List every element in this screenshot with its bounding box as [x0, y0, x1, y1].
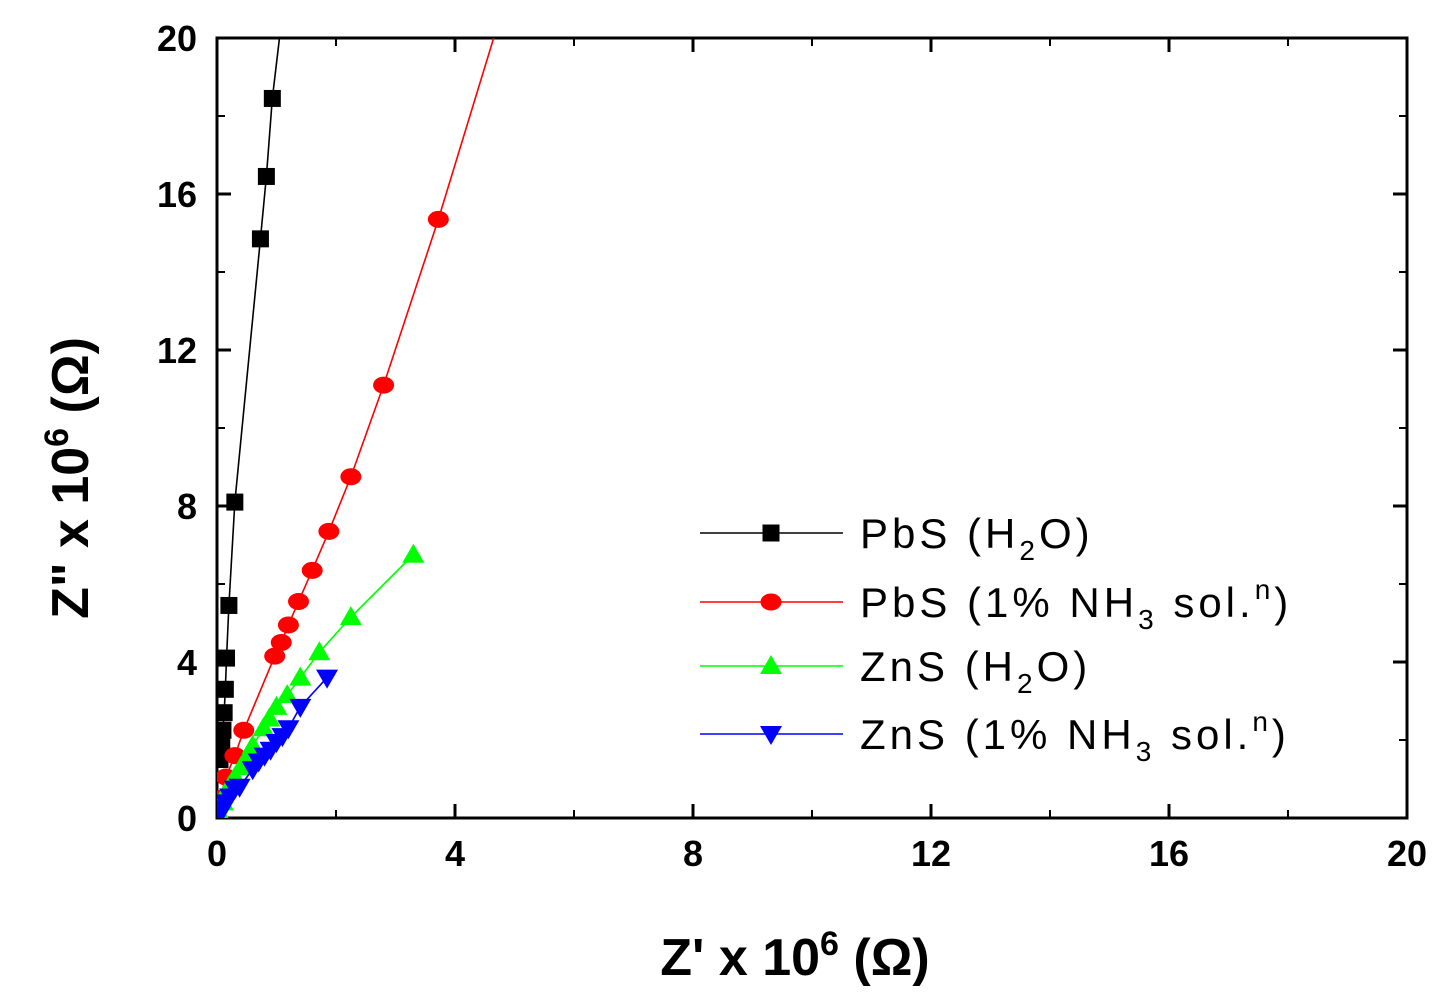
data-point — [217, 751, 229, 768]
series-line — [219, 38, 495, 799]
data-point — [257, 167, 275, 185]
data-point — [251, 230, 269, 248]
data-point — [217, 704, 233, 722]
data-point — [288, 593, 310, 611]
legend-item: PbS (1% NH3 sol.n) — [700, 574, 1292, 635]
data-point — [258, 707, 281, 727]
series-3 — [217, 669, 339, 818]
x-tick-label: 8 — [683, 833, 703, 874]
legend-label: PbS (1% NH3 sol.n) — [860, 574, 1292, 635]
x-tick-label: 0 — [207, 833, 227, 874]
data-point — [340, 468, 362, 486]
legend-marker — [760, 655, 782, 674]
y-tick-label: 8 — [177, 486, 197, 527]
legend-marker — [760, 726, 782, 745]
data-point — [276, 684, 299, 704]
series-1 — [217, 38, 495, 807]
data-point — [277, 616, 299, 634]
legend-marker — [762, 524, 780, 542]
plot-frame — [215, 36, 1409, 820]
plot-series — [217, 38, 495, 818]
x-tick-label: 20 — [1387, 833, 1427, 874]
axis-titles: Z' x 106 (Ω) Z" x 106 (Ω) — [38, 337, 930, 987]
x-axis-title: Z' x 106 (Ω) — [660, 925, 930, 987]
data-point — [277, 720, 300, 740]
data-point — [373, 376, 395, 394]
y-tick-label: 0 — [177, 798, 197, 839]
legend: PbS (H2O) PbS (1% NH3 sol.n) ZnS (H2O) ZnS … — [700, 510, 1292, 767]
data-point — [427, 210, 449, 228]
y-tick-label: 16 — [157, 174, 197, 215]
data-point — [265, 695, 288, 715]
data-point — [289, 666, 312, 686]
data-point — [308, 641, 331, 661]
series-0 — [217, 38, 281, 768]
axes: 0 4 8 12 16 20 0 4 8 12 16 20 — [157, 18, 1427, 874]
legend-label: ZnS (1% NH3 sol.n) — [860, 706, 1290, 767]
data-point — [289, 698, 312, 718]
legend-item: ZnS (H2O) — [700, 643, 1091, 699]
y-tick-label: 12 — [157, 330, 197, 371]
x-tick-label: 4 — [445, 833, 465, 874]
data-point — [301, 561, 323, 579]
data-point — [220, 596, 238, 614]
data-point — [264, 647, 286, 665]
legend-label: ZnS (H2O) — [860, 643, 1091, 699]
data-point — [226, 493, 244, 511]
data-point — [316, 669, 339, 689]
data-point — [318, 522, 340, 540]
data-point — [252, 717, 275, 737]
data-point — [217, 680, 234, 698]
legend-item: ZnS (1% NH3 sol.n) — [700, 706, 1290, 767]
data-point — [229, 756, 252, 776]
data-point — [339, 606, 362, 626]
y-tick-label: 20 — [157, 18, 197, 59]
data-point — [263, 89, 281, 107]
legend-marker — [760, 593, 782, 611]
data-point — [270, 634, 292, 651]
x-tick-label: 16 — [1149, 833, 1189, 874]
data-point — [218, 649, 236, 667]
y-tick-label: 4 — [177, 642, 197, 683]
x-tick-label: 12 — [911, 833, 951, 874]
y-axis-title: Z" x 106 (Ω) — [38, 337, 100, 619]
data-point — [228, 778, 251, 798]
data-point — [402, 543, 425, 563]
legend-item: PbS (H2O) — [700, 510, 1094, 566]
data-point — [233, 721, 255, 739]
data-point — [217, 721, 232, 739]
legend-label: PbS (H2O) — [860, 510, 1094, 566]
